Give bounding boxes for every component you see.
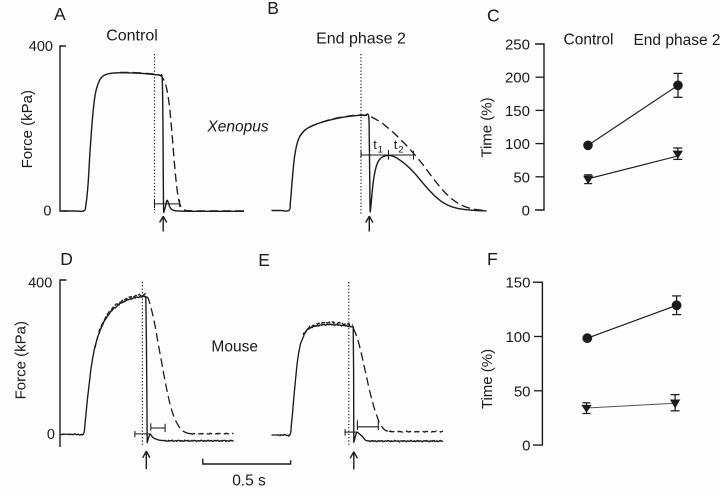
- svg-text:C: C: [487, 6, 500, 26]
- svg-text:400: 400: [29, 39, 53, 55]
- svg-text:F: F: [487, 249, 498, 269]
- svg-text:t: t: [394, 137, 398, 152]
- svg-text:2: 2: [398, 144, 403, 155]
- svg-text:A: A: [54, 4, 66, 24]
- svg-text:0: 0: [522, 203, 530, 220]
- svg-text:1: 1: [378, 144, 383, 155]
- svg-text:0: 0: [522, 438, 530, 455]
- svg-text:250: 250: [505, 37, 530, 54]
- svg-text:50: 50: [514, 383, 531, 400]
- svg-text:Control: Control: [564, 32, 614, 49]
- svg-text:150: 150: [505, 275, 530, 292]
- svg-text:Mouse: Mouse: [211, 338, 258, 355]
- svg-text:Time (%): Time (%): [479, 349, 496, 409]
- svg-text:B: B: [267, 0, 279, 18]
- svg-text:D: D: [60, 249, 73, 269]
- svg-text:0: 0: [47, 427, 55, 443]
- svg-text:Force (kPa): Force (kPa): [13, 321, 30, 399]
- svg-text:End phase 2: End phase 2: [316, 31, 406, 48]
- svg-text:t: t: [373, 137, 377, 152]
- svg-text:0.5 s: 0.5 s: [232, 473, 266, 490]
- svg-text:400: 400: [28, 276, 52, 292]
- svg-text:200: 200: [505, 70, 530, 87]
- svg-text:Control: Control: [106, 28, 158, 45]
- svg-text:100: 100: [505, 329, 530, 346]
- svg-text:Xenopus: Xenopus: [206, 119, 268, 136]
- svg-text:Time (%): Time (%): [479, 97, 496, 157]
- svg-text:Force (kPa): Force (kPa): [19, 90, 36, 168]
- svg-text:E: E: [258, 250, 270, 270]
- svg-text:0: 0: [43, 204, 51, 220]
- svg-text:End phase 2: End phase 2: [633, 32, 720, 49]
- svg-text:50: 50: [513, 169, 530, 186]
- svg-text:100: 100: [505, 136, 530, 153]
- svg-text:150: 150: [505, 103, 530, 120]
